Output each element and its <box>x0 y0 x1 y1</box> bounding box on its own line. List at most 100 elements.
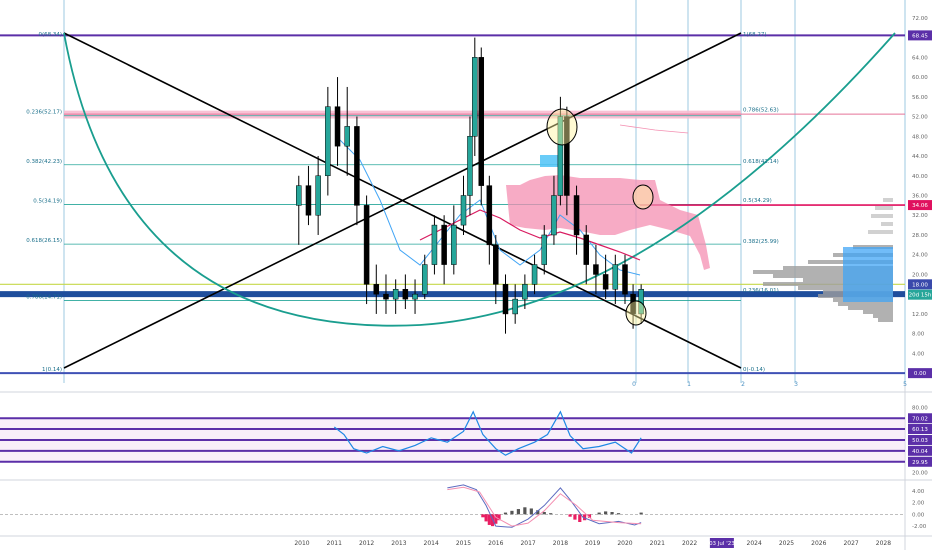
date-badge-label: 03 Jul '23 <box>709 541 735 547</box>
year-tick-label: 2013 <box>391 540 406 547</box>
macd-histogram-bar <box>639 512 643 515</box>
rsi-level-badge <box>908 434 932 445</box>
candle-body <box>354 126 360 206</box>
fib-label-left: 0(68.34) <box>38 32 62 38</box>
candle-body <box>451 224 457 265</box>
price-axis[interactable]: 72.00 64.00 60.00 56.00 52.00 48.00 44.00 40.00… <box>908 16 932 379</box>
price-tick-label: 52.00 <box>912 115 928 121</box>
fib-label-left: 0.5(34.19) <box>33 198 62 204</box>
candle-body <box>421 264 428 295</box>
year-tick-label: 2016 <box>488 540 503 547</box>
moving-average-red <box>419 209 641 261</box>
price-tick-label: 48.00 <box>912 134 928 140</box>
candle-body <box>315 175 321 216</box>
macd-histogram-bar <box>484 514 488 522</box>
macd-tick-label: 4.00 <box>912 489 925 495</box>
macd-histogram-bar <box>523 507 527 515</box>
macd-histogram-bar <box>616 513 621 515</box>
volume-profile-bar <box>871 214 893 218</box>
price-badge-label: 68.45 <box>912 33 928 39</box>
macd-histogram-bar <box>542 512 546 515</box>
price-tick-label: 72.00 <box>912 16 928 22</box>
price-badge <box>908 289 932 300</box>
price-tick-label: 28.00 <box>912 233 928 239</box>
fib-label-right: 0.786(52.63) <box>743 107 779 113</box>
macd-histogram-bar <box>510 510 514 515</box>
year-tick-label: 2017 <box>520 540 535 547</box>
candle-body <box>593 264 599 275</box>
price-tick-label: 8.00 <box>912 332 925 338</box>
price-tick-label: 32.00 <box>912 213 928 219</box>
volume-profile-bar <box>763 282 893 286</box>
price-tick-label: 56.00 <box>912 95 928 101</box>
candle-body <box>630 293 636 315</box>
year-tick-label: 2015 <box>456 540 471 547</box>
time-axis[interactable]: 2010 2011 2012 2013 2014 2015 2016 2017 2018 2019… <box>294 538 891 548</box>
price-badge <box>908 200 932 211</box>
rsi-level-label: 60.13 <box>912 427 928 433</box>
year-tick-label: 2012 <box>359 540 374 547</box>
fib-label-right: 0.5(34.29) <box>743 198 772 204</box>
candle-body <box>583 234 589 265</box>
macd-histogram-bar <box>536 510 540 515</box>
candle-body <box>622 264 628 295</box>
price-badge-label: 20d 15h <box>909 293 932 299</box>
volume-profile-bar <box>783 266 893 270</box>
year-tick-label: 2021 <box>650 540 665 547</box>
price-tick-label: 60.00 <box>912 75 928 81</box>
rsi-level-badge <box>908 413 932 424</box>
fib-label-left: 1(0.14) <box>42 367 62 373</box>
fib-label-left: 0.786(14.71) <box>26 295 62 301</box>
year-tick-label: 2018 <box>553 540 568 547</box>
rsi-panel[interactable]: 70.02 60.13 50.03 40.04 29.95 80.00 20.00 <box>0 405 932 477</box>
macd-histogram-bar <box>481 514 485 518</box>
time-fib-label: 2 <box>741 381 745 388</box>
year-tick-label: 2010 <box>294 540 309 547</box>
candle-body <box>305 185 312 216</box>
rsi-tick-label: 20.00 <box>912 471 928 477</box>
price-badge <box>908 30 932 41</box>
fib-label-left: 0.382(42.23) <box>26 159 62 165</box>
macd-histogram-bar <box>587 514 592 518</box>
year-tick-label: 2011 <box>327 540 342 547</box>
fib-label-right: 0(-0.14) <box>743 367 765 373</box>
time-fib-label: 5 <box>903 381 907 388</box>
price-tick-label: 20.00 <box>912 272 928 278</box>
candle-body <box>564 116 570 196</box>
price-badge <box>908 279 932 290</box>
highlight-ellipse <box>625 300 647 326</box>
candle-body <box>467 136 473 196</box>
candle-body <box>541 234 547 265</box>
year-tick-label: 2020 <box>617 540 632 547</box>
fib-label-right: 0.236(16.01) <box>743 288 779 294</box>
price-tick-label: 36.00 <box>912 194 928 200</box>
year-tick-label: 2019 <box>585 540 600 547</box>
year-tick-label: 2025 <box>779 540 794 547</box>
year-tick-label: 2027 <box>843 540 858 547</box>
price-badge-label: 0.00 <box>914 371 927 377</box>
volume-profile-bar <box>848 306 893 310</box>
volume-profile-bar <box>753 270 893 274</box>
candle-body <box>612 264 619 290</box>
highlight-ellipse <box>546 108 578 146</box>
macd-histogram-bar <box>583 514 587 521</box>
candle-body <box>344 126 350 147</box>
date-badge <box>709 538 734 548</box>
candle-body <box>383 293 389 300</box>
macd-histogram-bar <box>494 514 498 524</box>
price-tick-label: 4.00 <box>912 351 925 357</box>
time-fib-label: 0 <box>632 381 636 388</box>
candle-body <box>551 195 557 236</box>
year-tick-label: 2026 <box>811 540 826 547</box>
candle-body <box>296 185 302 206</box>
price-panel[interactable]: 0(68.34) 0.236(52.17) 0.382(42.23) 0.5(34.1… <box>0 32 905 375</box>
candle-body <box>431 224 438 265</box>
ichimoku-cloud <box>506 175 710 270</box>
rsi-level-label: 70.02 <box>912 416 928 422</box>
macd-tick-label: 2.00 <box>912 501 925 507</box>
candle-body <box>502 284 509 315</box>
macd-panel[interactable]: 4.00 2.00 0.00 -2.00 <box>0 484 927 530</box>
candle-body <box>573 195 580 236</box>
candle-body <box>392 289 399 300</box>
